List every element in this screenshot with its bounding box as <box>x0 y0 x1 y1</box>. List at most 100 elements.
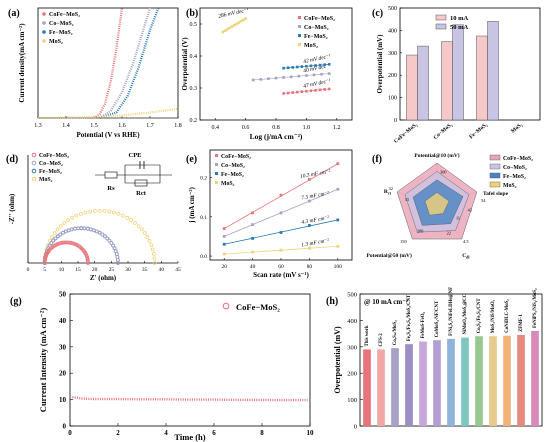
y-axis-title: Overpotential (mV) <box>376 34 384 94</box>
data-point <box>107 209 112 214</box>
data-point <box>94 229 99 234</box>
y-tick-label: 30 <box>59 343 67 351</box>
y-tick-label: 50 <box>59 291 67 299</box>
fit-line <box>253 73 330 81</box>
data-point <box>49 241 54 245</box>
data-point <box>88 209 92 214</box>
legend-marker <box>298 43 301 46</box>
legend-marker <box>42 21 46 25</box>
legend-label: Fe−MoS₂ <box>39 169 62 175</box>
data-point <box>145 234 150 239</box>
data-point <box>107 238 112 243</box>
x-tick-label: 8 <box>260 429 264 437</box>
y-tick-label: 500 <box>347 292 357 299</box>
data-point <box>64 240 69 245</box>
radar-ring-label: 33 <box>405 197 409 202</box>
bar <box>489 336 497 426</box>
y-tick-label: 10 <box>59 396 67 404</box>
y-tick-label: 100 <box>388 96 397 102</box>
x-tick-label: 80 <box>307 264 313 270</box>
data-point <box>62 221 67 225</box>
x-tick-label: 10 <box>307 429 315 437</box>
slope-label: 47 mV dec⁻¹ <box>303 77 332 90</box>
radar-axis-label: Potential@50 (mV) <box>367 252 412 259</box>
x-tick-label: 1.2 <box>333 125 341 131</box>
fit-line <box>283 64 330 69</box>
x-tick-label: 1.8 <box>174 123 182 129</box>
series-line <box>37 107 179 120</box>
data-point <box>97 208 102 213</box>
legend-label: 10 mA <box>450 15 469 22</box>
legend-label: CoFe−MoS₂ <box>236 302 280 312</box>
data-point <box>51 238 56 243</box>
data-point <box>147 238 152 243</box>
bar-label: FeMoS-FeO₀ <box>421 311 426 338</box>
panel-c: (c) 0 100 200 300 400 500 Overpotential (mV) CoF… <box>372 6 541 145</box>
data-point <box>129 218 134 223</box>
x-axis-title: Log (j/mA cm⁻²) <box>250 132 303 141</box>
y-tick-label: 0.2 <box>200 176 207 182</box>
x-tick-label: 40 <box>250 264 256 270</box>
bar <box>476 35 488 121</box>
data-point <box>116 258 120 262</box>
radar-axis-label: Cdl <box>462 253 470 260</box>
panel-a: (a) 1.3 1.4 1.5 1.6 1.7 1.8 Potential (V vs RHE… <box>8 7 182 139</box>
x-tick-label: 1.4 <box>62 123 70 129</box>
data-point <box>222 242 226 246</box>
legend-marker <box>31 168 37 174</box>
subscript: ct <box>388 191 392 196</box>
legend-label: CoFe−MoS₂ <box>503 156 533 162</box>
legend-swatch <box>435 23 447 30</box>
bar <box>419 341 427 426</box>
x-tick-label: 100 <box>334 264 343 270</box>
data-point <box>66 228 71 233</box>
y-tick-label: 0 <box>63 423 67 431</box>
data-point <box>85 255 90 260</box>
bar <box>417 45 429 121</box>
data-point <box>58 241 63 246</box>
bar-label: Fe₃S₄/Fe₇S₈/MoS₂/CNT <box>407 294 412 341</box>
x-axis-title: Scan rate (mV s⁻¹) <box>253 271 309 279</box>
bar-label: Co₃S₄/Fe₃S₄/CNT <box>477 298 482 334</box>
panel-label: (b) <box>186 8 198 19</box>
data-point <box>121 213 125 218</box>
data-point <box>116 261 120 265</box>
y-tick-label: 500 <box>388 6 397 12</box>
data-point <box>68 240 72 245</box>
data-point <box>152 256 157 261</box>
legend-label: Fe−MoS₂ <box>503 174 526 180</box>
y-tick-label: 0.4 <box>190 54 198 60</box>
x-tick-label: 0.8 <box>272 125 280 131</box>
data-point <box>86 259 90 264</box>
panel-h: (h) 0 100 200 300 400 500 Overpotential (mV) @ 1… <box>326 287 543 431</box>
legend-swatch <box>489 163 501 170</box>
legend-swatch <box>435 14 447 21</box>
y-tick-label: 0.1 <box>200 215 207 221</box>
legend-label: Fe−MoS₂ <box>221 172 244 178</box>
data-point <box>60 240 65 245</box>
legend-marker <box>42 39 46 43</box>
data-point <box>63 229 68 234</box>
data-point <box>149 243 154 248</box>
x-tick-label: 5 <box>43 267 46 273</box>
circuit-label: CPE <box>129 152 142 159</box>
radar-ring-label: 22 <box>447 230 451 235</box>
x-tick-label: 1.3 <box>34 123 42 129</box>
data-point <box>111 243 115 248</box>
data-point <box>69 227 74 232</box>
legend-swatch <box>489 181 501 188</box>
legend-label: MoS₂ <box>304 43 318 49</box>
x-tick-label: 10 <box>59 267 65 273</box>
legend-swatch <box>489 154 501 161</box>
data-point <box>336 218 340 222</box>
y-tick-label: 100 <box>347 397 357 404</box>
y-tick-label: 0 <box>394 118 397 124</box>
x-tick-label: 25 <box>109 267 115 273</box>
x-tick-label: 6 <box>212 429 216 437</box>
data-point <box>82 226 87 231</box>
legend-label: CoFe−MoS₂ <box>39 153 69 159</box>
x-tick-label: CoFe−MoS₂ <box>393 122 419 145</box>
radar-tick-label: 4.5 <box>463 239 469 244</box>
circuit-diagram: CPE Rs Rct <box>95 152 172 197</box>
x-axis-title: Time (h) <box>174 432 205 442</box>
